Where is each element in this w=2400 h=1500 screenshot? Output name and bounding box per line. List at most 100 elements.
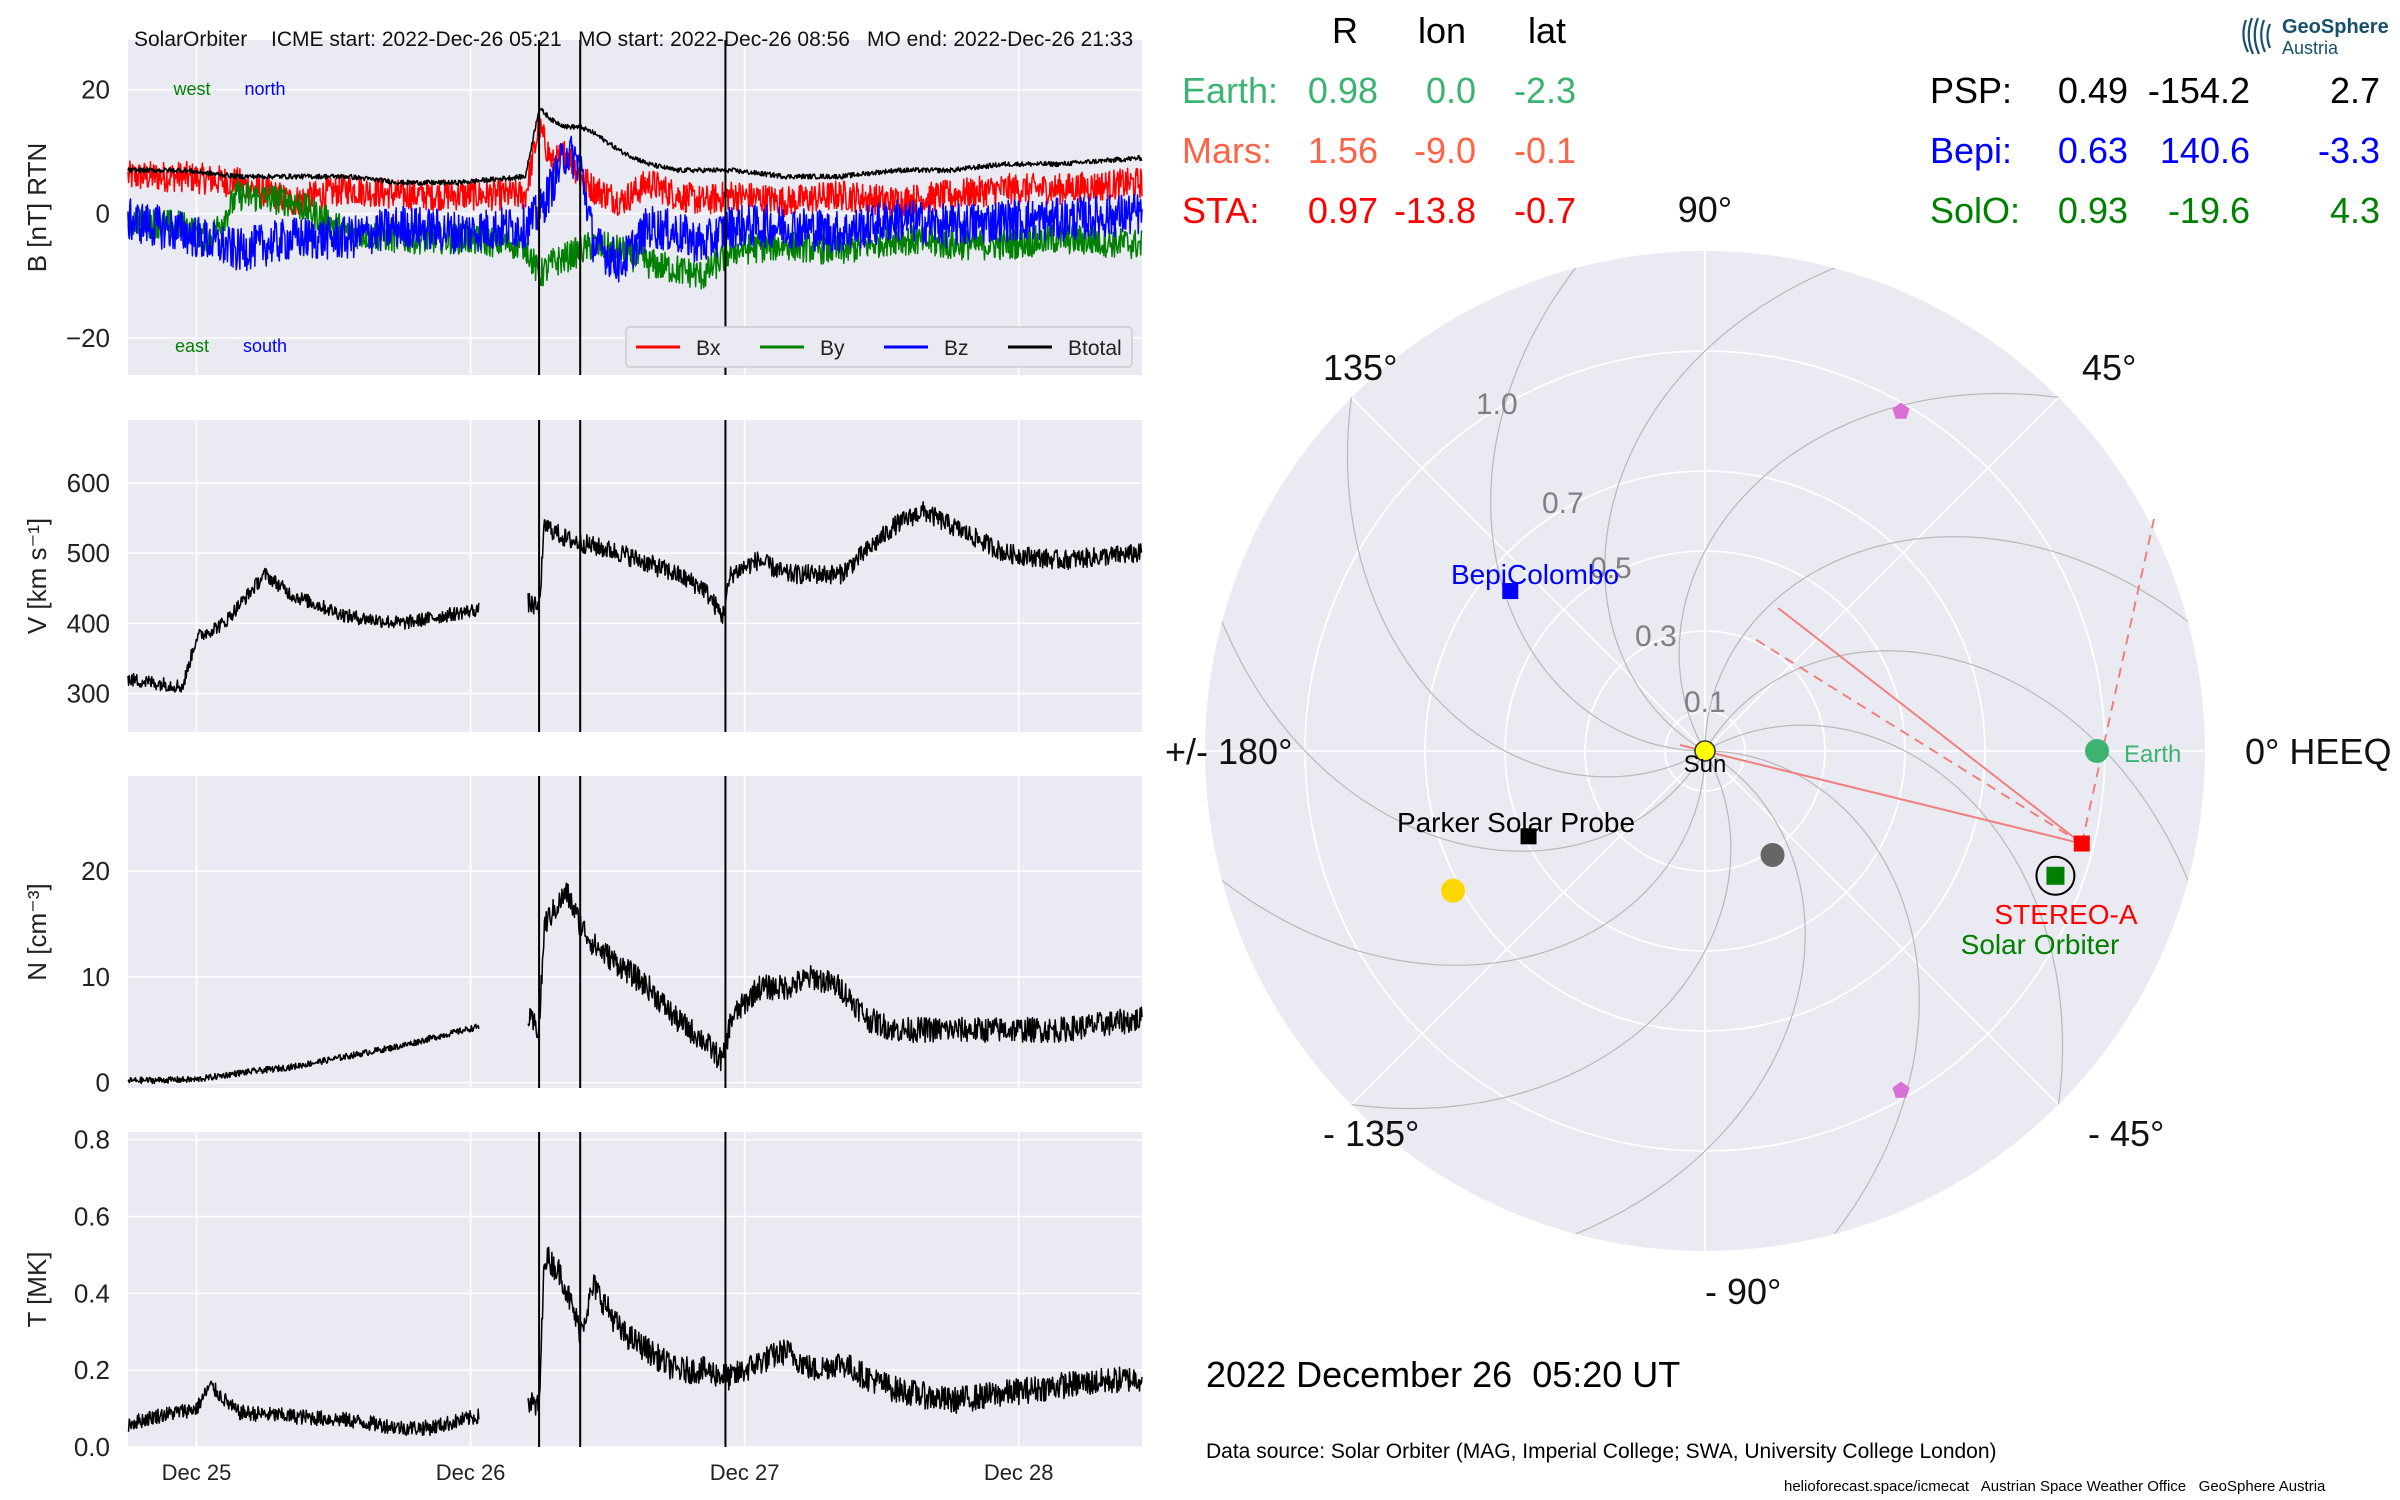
table-cell-lat: -3.3 xyxy=(2317,130,2380,171)
series-btotal xyxy=(127,107,1143,186)
polar-plot: 0.10.3 0.50.7 1.0 0° HEEQ 45° 90° 135° +/- 180°… xyxy=(1165,189,2391,1312)
speed-panel: 600 500 400 300 V [km s⁻¹] xyxy=(22,420,1143,732)
table-cell-lat: -0.7 xyxy=(1513,190,1576,231)
radial-tick-label: 1.0 xyxy=(1476,388,1518,421)
table-col-r: R xyxy=(1332,10,1358,51)
y-tick-label: 0.0 xyxy=(74,1432,110,1462)
table-cell-name: Bepi: xyxy=(1930,130,2013,171)
l5-marker xyxy=(1892,1081,1910,1098)
bepicolombo-label: BepiColombo xyxy=(1451,559,1619,590)
table-col-lon: lon xyxy=(1418,10,1467,51)
parker-spiral-line xyxy=(1704,650,2203,920)
x-tick-label: Dec 28 xyxy=(984,1460,1054,1485)
table-cell-name: SolO: xyxy=(1930,190,2021,231)
y-axis-label: T [MK] xyxy=(22,1251,52,1327)
table-cell-lat: -0.1 xyxy=(1513,130,1576,171)
table-cell-lon: -154.2 xyxy=(2147,70,2250,111)
y-tick-label: 0.6 xyxy=(74,1202,110,1232)
angle-label: 90° xyxy=(1678,189,1732,230)
date-text: 2022 December 26 05:20 UT xyxy=(1206,1354,1681,1395)
solar-orbiter-ring xyxy=(2035,855,2076,896)
y-axis-label: B [nT] RTN xyxy=(22,143,52,273)
legend: Bx By Bz Btotal xyxy=(625,326,1133,368)
l4-marker xyxy=(1892,402,1910,419)
parker-spirals xyxy=(1205,251,2205,1251)
parker-spiral-line xyxy=(1704,536,2205,752)
header-mo-end: MO end: 2022-Dec-26 21:33 xyxy=(867,28,1134,51)
angle-label: 0° HEEQ xyxy=(2245,731,2391,772)
b-field-panel: 20 0 −20 B [nT] RTN west north east south Bx By Bz… xyxy=(22,40,1143,375)
table-cell-r: 0.49 xyxy=(2057,70,2128,111)
legend-label-btotal: Btotal xyxy=(1068,337,1122,360)
y-tick-label: 500 xyxy=(67,538,110,568)
table-cell-name: PSP: xyxy=(1930,70,2013,111)
table-cell-lat: -2.3 xyxy=(1513,70,1576,111)
parker-solar-probe-marker xyxy=(1520,828,1537,845)
y-tick-label: 0 xyxy=(96,199,110,229)
header-spacecraft: SolarOrbiter xyxy=(134,28,248,51)
sta-fov-line xyxy=(1679,744,2083,845)
legend-label-bx: Bx xyxy=(696,337,721,360)
parker-spiral-line xyxy=(1536,750,1806,1249)
table-cell-name: Earth: xyxy=(1182,70,1279,111)
y-tick-label: 400 xyxy=(67,608,110,638)
parker-spiral-line xyxy=(1604,253,1874,752)
y-tick-label: 0 xyxy=(96,1068,110,1098)
sun-label: Sun xyxy=(1684,751,1727,778)
parker-spiral-line xyxy=(1207,582,1706,852)
sun-marker xyxy=(1694,740,1716,762)
angular-gridline xyxy=(1350,750,1706,1106)
table-cell-lon: -19.6 xyxy=(2167,190,2250,231)
table-cell-lat: 2.7 xyxy=(2329,70,2380,111)
legend-label-by: By xyxy=(820,337,845,360)
y-tick-label: 0.8 xyxy=(74,1125,110,1155)
footer: helioforecast.space/icmecat Austrian Spa… xyxy=(1784,1478,2326,1495)
x-tick-label: Dec 25 xyxy=(162,1460,232,1485)
table-cell-r: 0.93 xyxy=(2057,190,2128,231)
east-label: east xyxy=(175,336,209,356)
table-cell-lon: -13.8 xyxy=(1393,190,1476,231)
geosphere-logo-icon xyxy=(2242,17,2272,55)
bepicolombo-marker xyxy=(1502,583,1519,600)
y-tick-label: 20 xyxy=(81,856,110,886)
y-tick-label: −20 xyxy=(66,323,110,353)
stereo-a-label: STEREO-A xyxy=(1994,899,2137,930)
angle-label: +/- 180° xyxy=(1165,731,1292,772)
solar-orbiter-label: Solar Orbiter xyxy=(1961,929,2120,960)
density-panel: 20 10 0 N [cm⁻³] xyxy=(22,776,1143,1098)
angle-label: - 135° xyxy=(1323,1113,1419,1154)
solar-orbiter-marker xyxy=(2046,866,2065,885)
angle-label: 135° xyxy=(1323,347,1397,388)
angle-label: - 90° xyxy=(1705,1271,1781,1312)
y-tick-label: 20 xyxy=(81,75,110,105)
earth-marker xyxy=(2085,739,2109,763)
table-cell-lon: 140.6 xyxy=(2159,130,2250,171)
panel-background xyxy=(128,1132,1142,1447)
header-mo-start: MO start: 2022-Dec-26 08:56 xyxy=(578,28,850,51)
series-bx xyxy=(127,113,1143,218)
header-icme-start: ICME start: 2022-Dec-26 05:21 xyxy=(271,28,562,51)
table-cell-lat: 4.3 xyxy=(2329,190,2380,231)
data-source: Data source: Solar Orbiter (MAG, Imperia… xyxy=(1206,1440,1997,1463)
mercury-marker xyxy=(1760,842,1785,867)
table-cell-lon: -9.0 xyxy=(1413,130,1476,171)
series-v xyxy=(527,501,1143,624)
west-label: west xyxy=(172,79,210,99)
parker-spiral-line xyxy=(1678,392,2100,752)
angular-gridline xyxy=(1704,750,2060,1106)
parker-spiral-line xyxy=(1704,750,1920,1251)
logo: GeoSphere Austria xyxy=(2238,14,2389,64)
y-axis-label: N [cm⁻³] xyxy=(22,883,52,981)
angle-label: - 45° xyxy=(2088,1113,2164,1154)
y-tick-label: 600 xyxy=(67,468,110,498)
series-bz xyxy=(127,135,1143,283)
north-label: north xyxy=(244,79,285,99)
series-n xyxy=(527,882,1143,1072)
series-v xyxy=(127,567,480,693)
legend-frame xyxy=(625,326,1133,368)
series-t xyxy=(527,1246,1143,1416)
earth-label: Earth xyxy=(2124,741,2181,768)
radial-tick-label: 0.5 xyxy=(1590,552,1632,585)
table-cell-lon: 0.0 xyxy=(1425,70,1476,111)
